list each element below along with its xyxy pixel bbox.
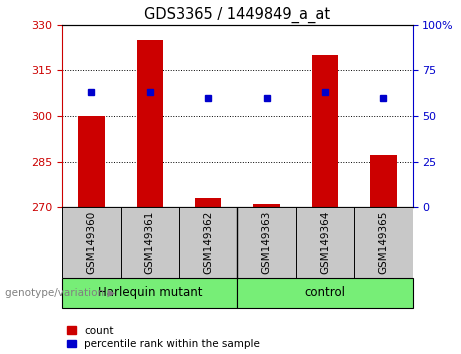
Text: control: control <box>305 286 345 299</box>
Text: GSM149362: GSM149362 <box>203 211 213 274</box>
Text: genotype/variation ▶: genotype/variation ▶ <box>5 288 115 298</box>
Text: GSM149361: GSM149361 <box>145 211 155 274</box>
Bar <box>370 155 396 207</box>
Text: GSM149360: GSM149360 <box>86 211 96 274</box>
Bar <box>195 198 221 207</box>
Text: GSM149363: GSM149363 <box>261 211 272 274</box>
Title: GDS3365 / 1449849_a_at: GDS3365 / 1449849_a_at <box>144 7 331 23</box>
Text: Harlequin mutant: Harlequin mutant <box>98 286 202 299</box>
Bar <box>136 40 163 207</box>
Bar <box>237 278 413 308</box>
Bar <box>62 278 237 308</box>
Text: GSM149364: GSM149364 <box>320 211 330 274</box>
Legend: count, percentile rank within the sample: count, percentile rank within the sample <box>67 326 260 349</box>
Bar <box>78 116 105 207</box>
Text: GSM149365: GSM149365 <box>378 211 389 274</box>
Bar <box>312 55 338 207</box>
Bar <box>254 204 280 207</box>
